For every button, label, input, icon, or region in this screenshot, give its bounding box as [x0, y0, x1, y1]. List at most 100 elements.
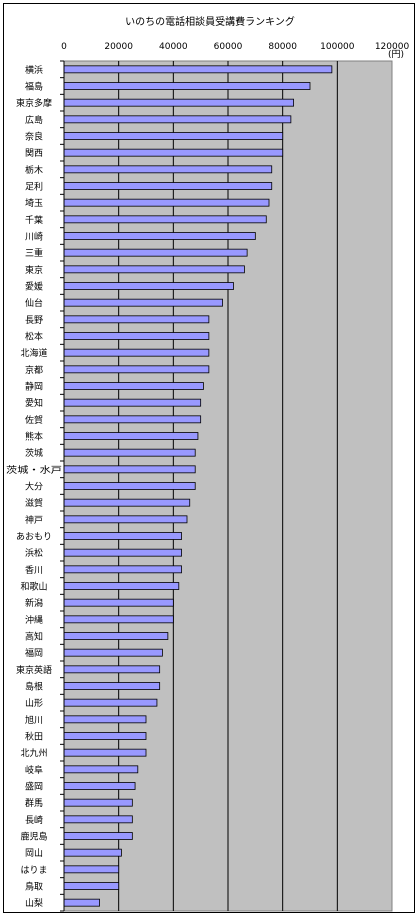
category-label: 熊本	[25, 431, 43, 443]
category-label: 横浜	[25, 64, 43, 76]
x-tick-label: 40000	[159, 42, 188, 52]
bar	[63, 548, 182, 557]
bar	[63, 448, 196, 457]
category-label: 千葉	[25, 214, 43, 226]
category-label: 栃木	[25, 164, 43, 176]
bar	[63, 898, 100, 907]
category-label: あおもり	[16, 532, 52, 543]
x-tick-label: 0	[61, 42, 67, 52]
category-label: 茨城・水戸	[6, 464, 62, 476]
category-label: 松本	[25, 331, 43, 343]
bar	[63, 148, 284, 157]
category-label: 秋田	[25, 731, 43, 743]
bar	[63, 282, 234, 290]
bar	[63, 265, 245, 274]
category-label: 仙台	[25, 297, 43, 309]
bar	[63, 465, 196, 474]
bar	[63, 232, 256, 240]
bar	[63, 565, 182, 574]
bar	[63, 748, 147, 757]
category-label: 盛岡	[25, 781, 43, 793]
category-label: 旭川	[25, 714, 43, 726]
category-label: 広島	[25, 114, 43, 126]
bar	[63, 715, 147, 724]
bar	[63, 498, 191, 507]
bar	[63, 298, 223, 307]
bar	[63, 132, 284, 140]
bar	[63, 65, 333, 74]
category-label: 大分	[25, 481, 43, 493]
category-label: 岐阜	[25, 764, 43, 776]
bar	[63, 115, 292, 124]
bar	[63, 598, 174, 607]
category-label: 足利	[25, 181, 43, 193]
bar	[63, 782, 136, 790]
category-label: 茨城	[25, 447, 43, 459]
bar	[63, 398, 202, 407]
bar	[63, 382, 204, 390]
bar	[63, 832, 133, 840]
bar	[63, 515, 188, 524]
chart-title: いのちの電話相談員受講費ランキング	[125, 15, 295, 28]
plot-area	[60, 60, 393, 912]
category-label: 静岡	[25, 381, 43, 393]
bar	[63, 632, 169, 640]
category-label: 佐賀	[25, 414, 43, 426]
category-label: 鳥取	[25, 881, 43, 893]
category-label: 新潟	[25, 597, 43, 609]
category-label: 香川	[25, 565, 43, 576]
bar	[63, 482, 196, 490]
category-label: 神戸	[25, 514, 43, 526]
bar	[63, 865, 120, 874]
category-label: 高知	[25, 631, 43, 643]
bar	[63, 765, 139, 774]
bar	[63, 432, 199, 440]
bar	[63, 682, 161, 690]
category-label: 関西	[25, 148, 43, 159]
category-label: 川崎	[25, 231, 43, 243]
category-label: 福島	[25, 81, 43, 93]
category-label: 山梨	[25, 897, 43, 909]
bar	[63, 415, 202, 424]
category-label: 東京	[25, 264, 43, 276]
category-label: 山形	[25, 697, 43, 709]
bar	[63, 798, 133, 807]
category-label: 長野	[25, 315, 43, 326]
bar	[63, 882, 120, 890]
x-tick-label: 20000	[104, 42, 133, 52]
bar	[63, 82, 311, 90]
category-label: 三重	[25, 247, 43, 259]
category-label: 島根	[25, 681, 43, 693]
category-label: 奈良	[25, 131, 43, 143]
category-label: 長崎	[25, 814, 43, 826]
bar	[63, 315, 210, 324]
category-label: 愛媛	[25, 281, 43, 293]
category-label: 北九州	[20, 748, 47, 759]
category-label: 北海道	[20, 347, 47, 359]
category-label: 岡山	[25, 848, 43, 859]
bar	[63, 248, 248, 257]
x-tick-label: 60000	[214, 42, 243, 52]
category-label: 群馬	[25, 797, 43, 809]
bar	[63, 198, 270, 207]
category-label: はりま	[20, 865, 47, 876]
bar	[63, 165, 273, 174]
x-tick-label: 80000	[268, 42, 297, 52]
category-label: 東京英語	[16, 664, 52, 676]
bar	[63, 848, 122, 857]
category-label: 愛知	[25, 397, 43, 409]
category-label: 東京多摩	[16, 97, 52, 109]
category-label: 埼玉	[25, 197, 43, 209]
x-tick-label: 120000	[375, 42, 410, 52]
bar	[63, 665, 161, 674]
x-tick-label: 100000	[320, 42, 355, 52]
bar	[63, 615, 174, 624]
unit-label: (円)	[388, 49, 404, 60]
category-label: 滋賀	[25, 497, 43, 509]
bar	[63, 815, 133, 824]
bar	[63, 698, 158, 707]
bar	[63, 215, 267, 224]
category-label: 浜松	[25, 547, 43, 559]
category-label: 鹿児島	[20, 831, 47, 843]
category-label: 京都	[25, 364, 43, 376]
